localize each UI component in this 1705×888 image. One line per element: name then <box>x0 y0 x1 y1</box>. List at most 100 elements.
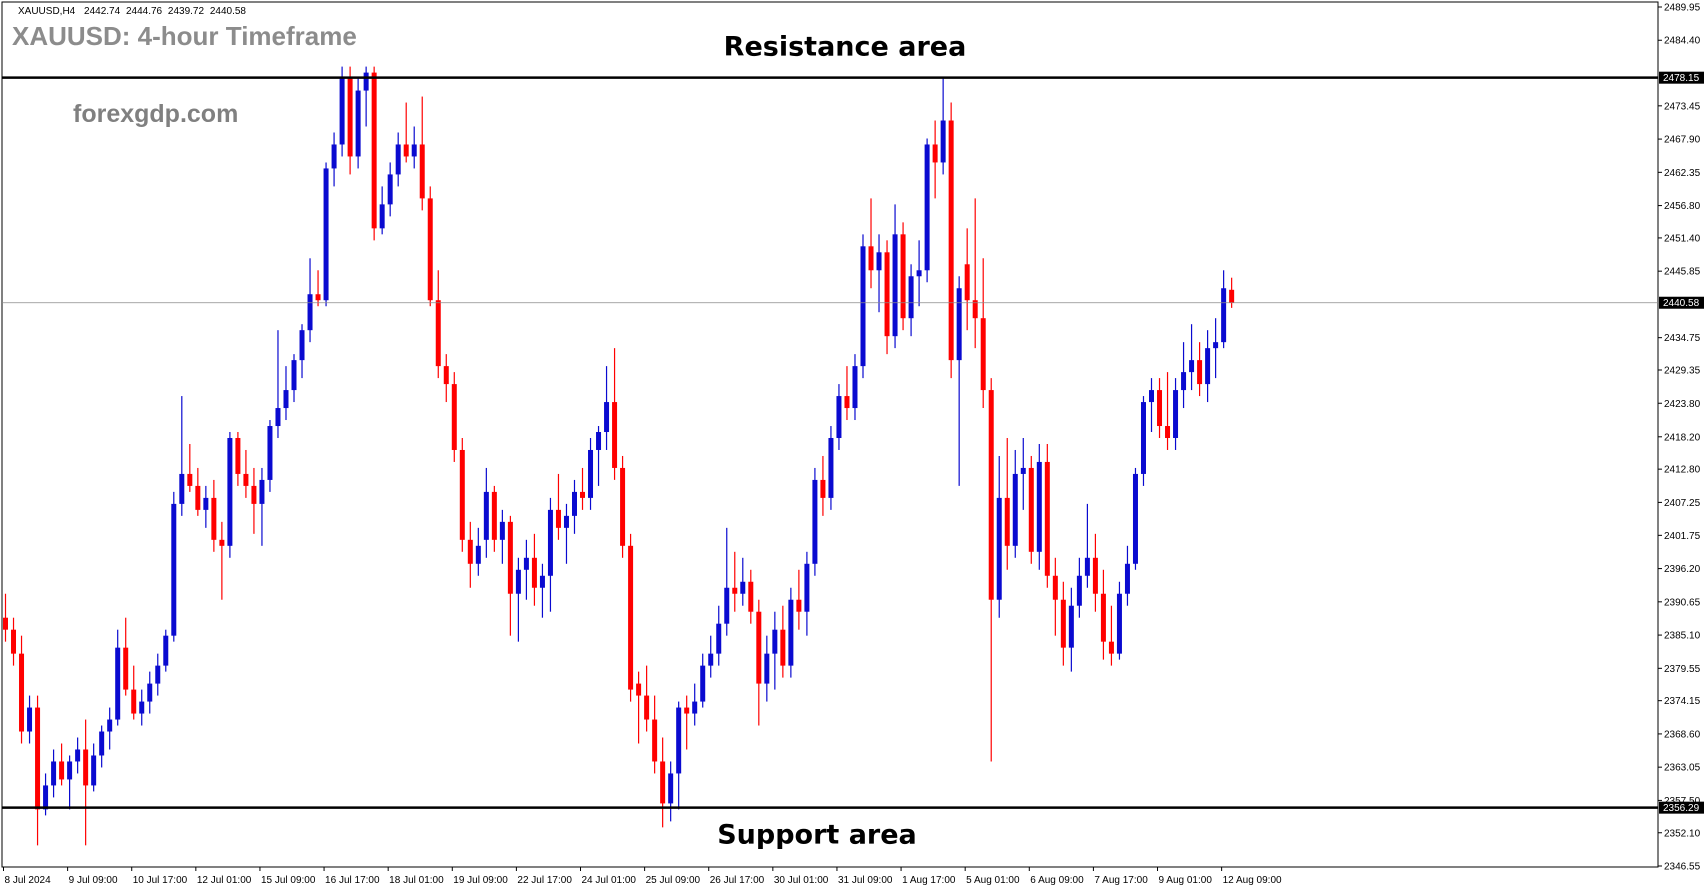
y-tick-label: 2379.55 <box>1664 664 1701 675</box>
y-tick-label: 2396.20 <box>1664 564 1701 575</box>
y-tick-label: 2467.90 <box>1664 135 1701 146</box>
x-tick-label: 8 Jul 2024 <box>5 875 52 886</box>
candle-body <box>1132 473 1138 564</box>
y-tick-label: 2357.50 <box>1664 796 1701 807</box>
candle-body <box>419 144 425 199</box>
y-tick-label: 2368.60 <box>1664 729 1701 740</box>
candle-body <box>1124 563 1130 594</box>
candle-body <box>1068 605 1074 648</box>
candle-body <box>395 144 401 175</box>
candle-body <box>147 683 153 702</box>
candle-body <box>732 587 738 594</box>
candle-body <box>964 264 970 301</box>
candle-body <box>724 587 730 624</box>
x-tick-label: 30 Jul 01:00 <box>774 875 829 886</box>
candle-body <box>291 360 297 391</box>
candle-body <box>740 581 746 594</box>
y-tick-label: 2385.10 <box>1664 631 1701 642</box>
candle-body <box>467 539 473 564</box>
candle-body <box>547 509 553 576</box>
candle-body <box>27 707 33 732</box>
level-value-label: 2478.15 <box>1663 73 1700 84</box>
candle-body <box>131 689 137 714</box>
candle-body <box>660 761 666 804</box>
candle-body <box>1197 360 1203 385</box>
y-tick-label: 2456.80 <box>1664 201 1701 212</box>
candle-body <box>347 78 353 157</box>
candle-body <box>1221 288 1227 343</box>
header-high: 2444.76 <box>126 6 163 17</box>
candle-body <box>211 497 217 540</box>
y-tick-label: 2434.75 <box>1664 333 1701 344</box>
candle-body <box>171 503 177 636</box>
y-tick-label: 2363.05 <box>1664 763 1701 774</box>
x-tick-label: 24 Jul 01:00 <box>582 875 637 886</box>
candle-body <box>283 390 289 409</box>
candle-body <box>876 252 882 271</box>
candle-body <box>267 426 273 480</box>
candle-body <box>3 617 8 630</box>
x-tick-label: 9 Jul 09:00 <box>69 875 118 886</box>
candle-body <box>924 144 930 271</box>
candle-body <box>972 300 978 319</box>
candle-body <box>908 276 914 319</box>
candle-body <box>75 749 81 762</box>
candle-body <box>916 270 922 277</box>
x-tick-label: 9 Aug 01:00 <box>1159 875 1213 886</box>
candle-body <box>860 246 866 367</box>
candle-body <box>1028 467 1034 552</box>
level-value-box <box>1659 801 1704 814</box>
y-tick-label: 2352.10 <box>1664 828 1701 839</box>
candle-body <box>411 144 417 157</box>
candle-body <box>604 402 610 433</box>
candle-body <box>51 761 57 786</box>
candle-body <box>1092 557 1098 594</box>
x-tick-label: 19 Jul 09:00 <box>453 875 508 886</box>
y-tick-label: 2374.15 <box>1664 696 1701 707</box>
candle-body <box>900 234 906 319</box>
y-tick-label: 2451.40 <box>1664 233 1701 244</box>
x-tick-label: 12 Jul 01:00 <box>197 875 252 886</box>
candle-body <box>772 629 778 654</box>
level-label: Resistance area <box>724 32 967 63</box>
x-tick-label: 7 Aug 17:00 <box>1094 875 1148 886</box>
candle-body <box>355 90 361 157</box>
candle-body <box>539 575 545 588</box>
candle-body <box>580 491 586 498</box>
candle-body <box>443 366 449 385</box>
candle-body <box>179 473 185 504</box>
y-tick-label: 2423.80 <box>1664 399 1701 410</box>
candle-body <box>1044 461 1050 576</box>
candle-body <box>155 665 161 684</box>
y-tick-label: 2445.85 <box>1664 267 1701 278</box>
candle-body <box>988 390 994 600</box>
candle-body <box>796 599 802 612</box>
candle-body <box>83 749 89 786</box>
y-tick-label: 2346.55 <box>1664 862 1701 873</box>
candle-body <box>1149 390 1155 403</box>
x-tick-label: 18 Jul 01:00 <box>389 875 444 886</box>
x-tick-label: 26 Jul 17:00 <box>710 875 765 886</box>
candle-body <box>1213 342 1219 349</box>
candle-body <box>475 545 481 564</box>
x-tick-label: 6 Aug 09:00 <box>1030 875 1084 886</box>
candle-body <box>612 402 618 468</box>
candle-body <box>363 72 369 91</box>
candle-body <box>868 246 874 271</box>
x-tick-label: 12 Aug 09:00 <box>1223 875 1282 886</box>
candle-body <box>1140 402 1146 474</box>
header-open: 2442.74 <box>84 6 121 17</box>
candle-body <box>804 563 810 612</box>
candle-body <box>940 120 946 163</box>
candle-body <box>1052 575 1058 600</box>
candle-body <box>499 521 505 540</box>
symbol: XAUUSD,H4 <box>18 6 76 17</box>
candle-body <box>948 120 954 361</box>
level-value-label: 2356.29 <box>1663 803 1700 814</box>
candle-body <box>123 647 129 690</box>
candle-body <box>812 479 818 564</box>
candle-body <box>756 611 762 684</box>
chart-title: XAUUSD: 4-hour Timeframe <box>12 21 357 51</box>
candle-body <box>515 569 521 594</box>
candle-body <box>435 300 441 367</box>
